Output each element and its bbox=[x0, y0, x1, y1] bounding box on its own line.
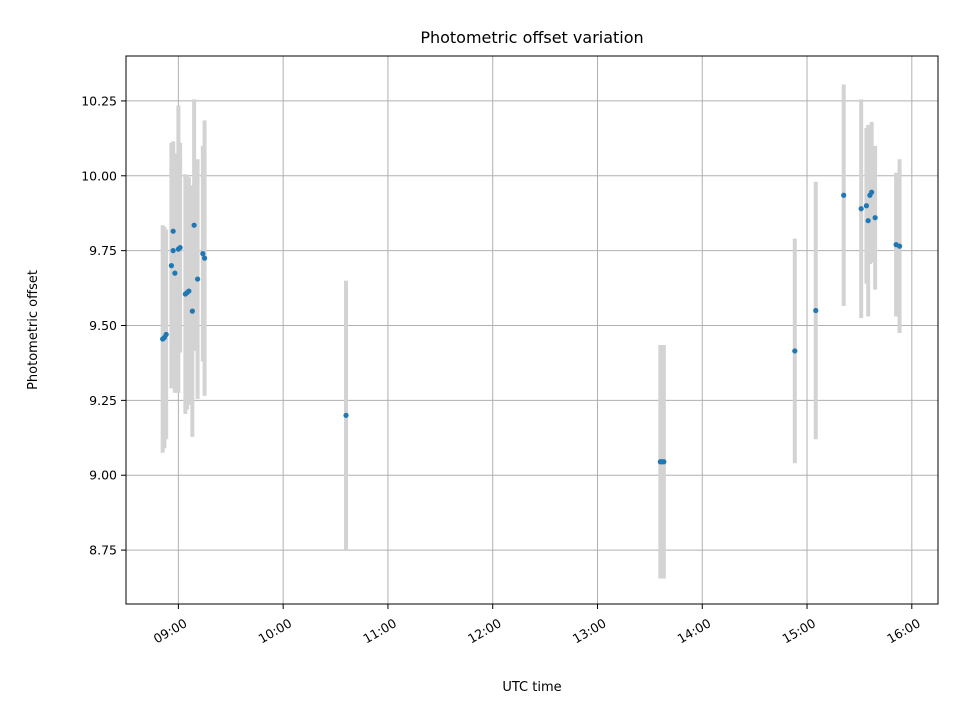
x-tick-label: 10:00 bbox=[256, 615, 295, 646]
x-tick-label: 12:00 bbox=[465, 615, 504, 646]
y-axis-ticks: 8.75 9.00 9.25 9.50 9.75 10.00 10.25 bbox=[81, 93, 126, 558]
data-point bbox=[872, 215, 878, 221]
data-point bbox=[163, 331, 169, 338]
data-point bbox=[863, 203, 870, 209]
data-point bbox=[201, 255, 208, 261]
x-axis-label: UTC time bbox=[502, 680, 561, 695]
x-tick-label: 11:00 bbox=[360, 615, 399, 646]
data-point bbox=[170, 228, 176, 234]
y-tick-label: 9.00 bbox=[89, 468, 117, 483]
y-axis-label: Photometric offset bbox=[26, 270, 41, 390]
data-point bbox=[841, 192, 847, 198]
x-tick-label: 15:00 bbox=[779, 615, 818, 646]
data-point bbox=[661, 459, 667, 465]
data-point bbox=[189, 308, 195, 314]
y-tick-label: 9.25 bbox=[89, 393, 117, 408]
data-point bbox=[191, 222, 197, 228]
y-tick-label: 8.75 bbox=[89, 543, 117, 558]
data-point bbox=[865, 218, 871, 224]
y-tick-label: 10.00 bbox=[81, 168, 117, 183]
data-point bbox=[343, 412, 349, 418]
x-tick-label: 13:00 bbox=[570, 615, 609, 646]
data-point bbox=[168, 263, 175, 269]
y-tick-label: 10.25 bbox=[81, 93, 117, 108]
data-points bbox=[160, 189, 903, 465]
data-point bbox=[186, 288, 192, 294]
data-point bbox=[172, 270, 178, 276]
x-axis-ticks: 09:00 10:00 11:00 12:00 13:00 14:00 15:00 16:00 bbox=[151, 604, 923, 646]
data-point bbox=[170, 248, 176, 254]
data-point bbox=[792, 348, 798, 354]
data-point bbox=[177, 245, 183, 251]
x-tick-label: 14:00 bbox=[675, 615, 714, 646]
chart-title: Photometric offset variation bbox=[420, 28, 643, 47]
data-point bbox=[813, 307, 819, 314]
grid bbox=[126, 56, 938, 604]
data-point bbox=[858, 206, 864, 212]
x-tick-label: 16:00 bbox=[884, 615, 923, 646]
y-tick-label: 9.50 bbox=[89, 318, 117, 333]
errorbars bbox=[160, 84, 902, 579]
data-point bbox=[869, 189, 875, 195]
data-point bbox=[194, 276, 201, 282]
data-point bbox=[896, 243, 903, 249]
plot-frame bbox=[125, 55, 939, 605]
y-tick-label: 9.75 bbox=[89, 243, 117, 258]
data-point bbox=[200, 251, 206, 257]
x-tick-label: 09:00 bbox=[151, 615, 190, 646]
